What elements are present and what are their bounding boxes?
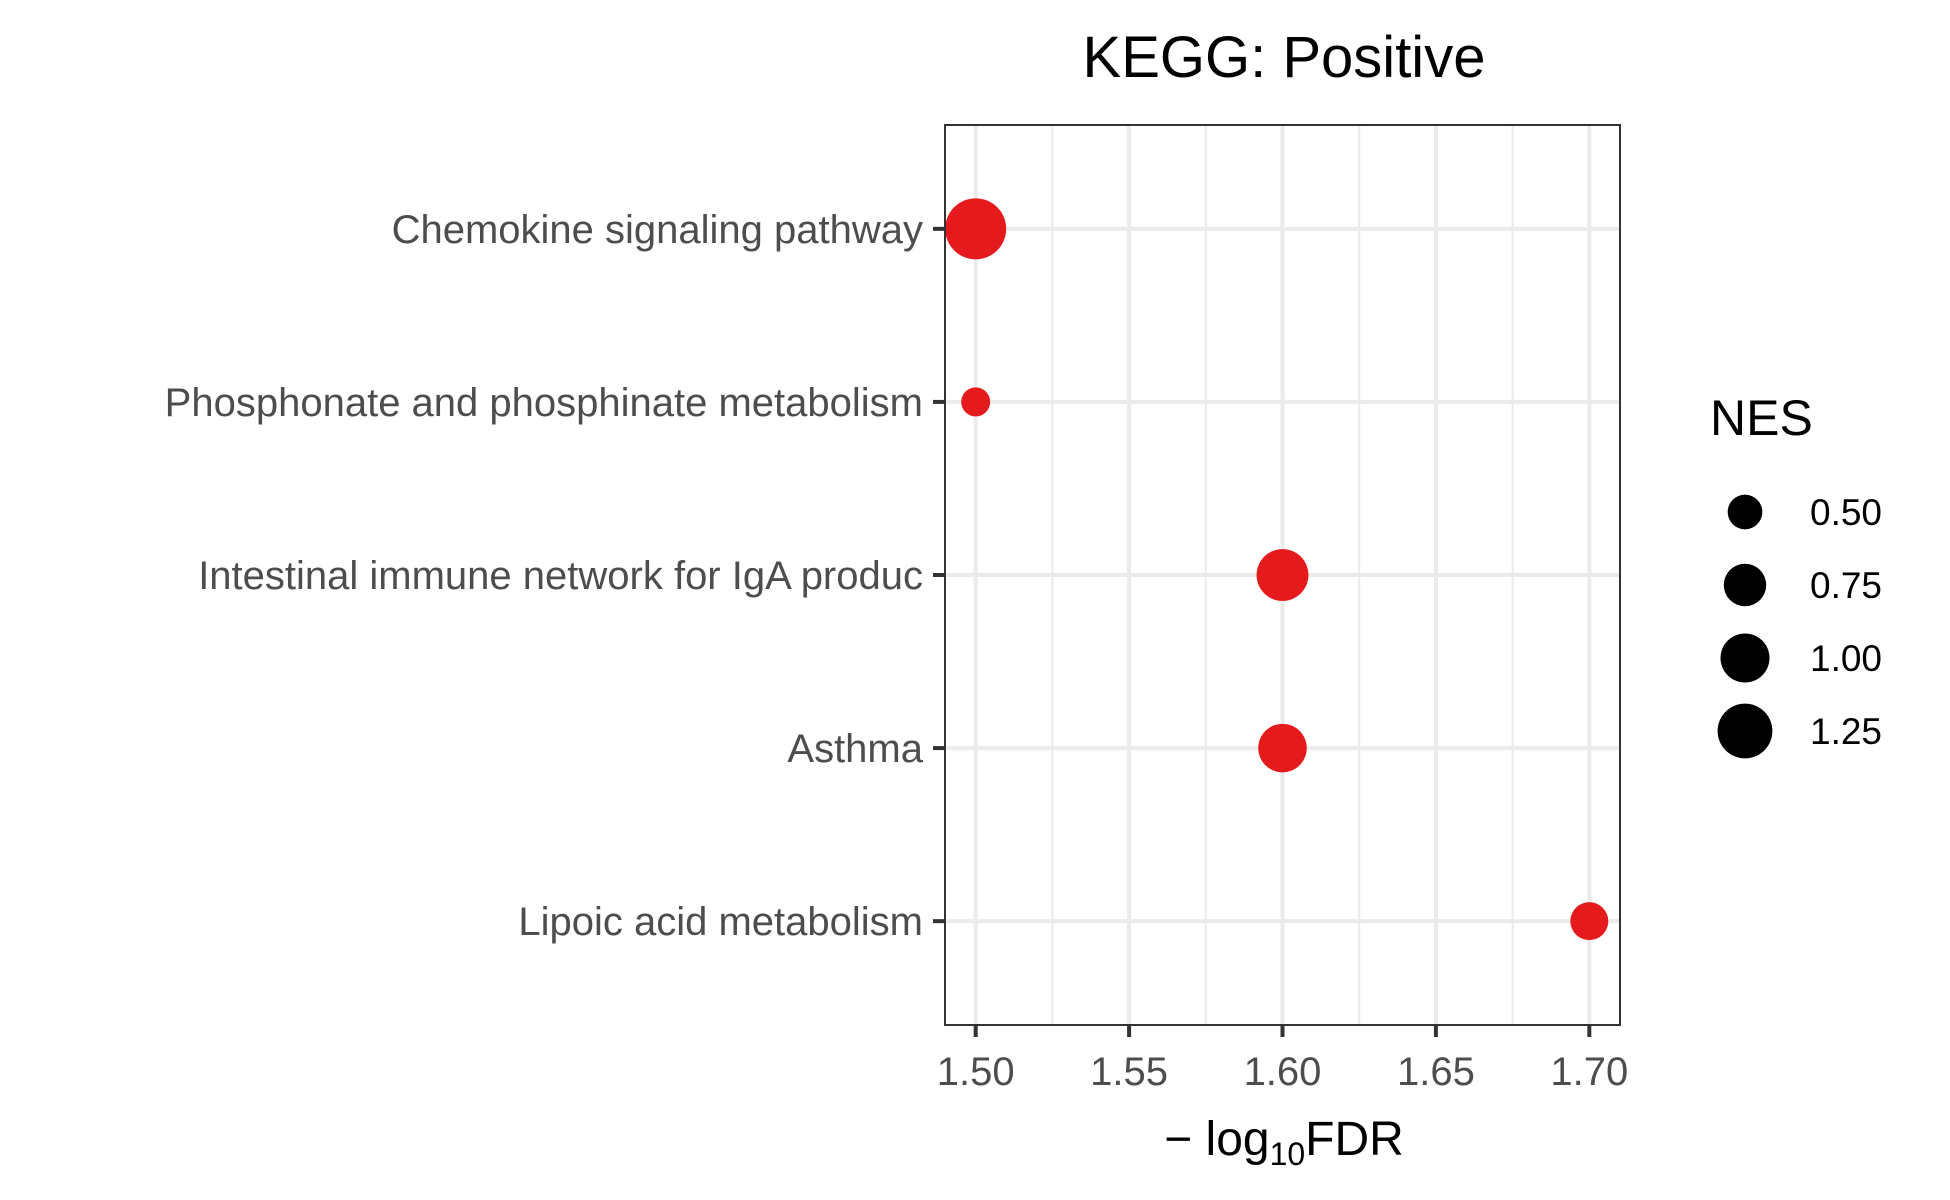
x-axis: 1.50 1.55 1.60 1.65 1.70 [937,1025,1628,1094]
data-point [1256,549,1309,601]
x-tick-label: 1.60 [1244,1050,1322,1094]
legend-key [1727,494,1763,530]
x-tick-label: 1.55 [1090,1050,1168,1094]
data-point [961,387,991,417]
data-point [1258,723,1307,773]
legend-key [1720,633,1770,683]
legend-label: 1.25 [1810,711,1882,752]
legend-key [1717,703,1773,759]
size-legend: NES 0.50 0.75 1.00 1.25 [1710,390,1882,759]
data-point [1570,902,1609,941]
y-tick-label: Phosphonate and phosphinate metabolism [165,381,923,425]
legend-key [1723,563,1767,607]
x-tick-label: 1.65 [1397,1050,1475,1094]
y-tick-label: Lipoic acid metabolism [518,900,923,944]
chart-title: KEGG: Positive [1083,25,1486,90]
legend-label: 0.50 [1810,492,1882,533]
y-axis: Chemokine signaling pathway Phosphonate a… [165,208,945,944]
x-tick-label: 1.70 [1550,1050,1628,1094]
x-axis-label: − log10FDR [1164,1113,1404,1172]
x-axis-label-suffix: FDR [1305,1113,1404,1166]
grid-lines [945,125,1620,1025]
y-tick-label: Chemokine signaling pathway [392,208,923,252]
x-axis-label-subscript: 10 [1270,1136,1306,1172]
y-tick-label: Asthma [787,727,923,771]
data-points [945,198,1609,941]
y-tick-label: Intestinal immune network for IgA produc [198,554,923,598]
x-tick-label: 1.50 [937,1050,1015,1094]
data-point [945,198,1007,260]
x-axis-label-prefix: − log [1164,1113,1269,1166]
legend-label: 0.75 [1810,565,1882,606]
legend-label: 1.00 [1810,638,1882,679]
legend-title: NES [1710,390,1813,446]
